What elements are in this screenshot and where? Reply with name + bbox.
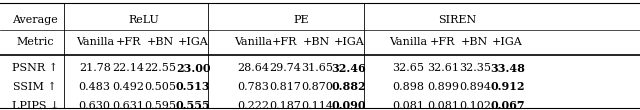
- Text: +IGA: +IGA: [333, 37, 364, 47]
- Text: +BN: +BN: [461, 37, 488, 47]
- Text: 0.882: 0.882: [332, 81, 366, 92]
- Text: 0.870: 0.870: [301, 82, 333, 92]
- Text: SSIM ↑: SSIM ↑: [13, 82, 57, 92]
- Text: 32.65: 32.65: [392, 63, 424, 73]
- Text: +FR: +FR: [115, 37, 141, 47]
- Text: PSNR ↑: PSNR ↑: [12, 63, 58, 73]
- Text: 22.55: 22.55: [144, 63, 176, 73]
- Text: 21.78: 21.78: [79, 63, 111, 73]
- Text: +BN: +BN: [303, 37, 330, 47]
- Text: 0.595: 0.595: [144, 101, 176, 110]
- Text: LPIPS ↓: LPIPS ↓: [12, 101, 59, 110]
- Text: 0.081: 0.081: [427, 101, 459, 110]
- Text: 0.483: 0.483: [79, 82, 111, 92]
- Text: 0.817: 0.817: [269, 82, 301, 92]
- Text: Vanilla: Vanilla: [76, 37, 114, 47]
- Text: +IGA: +IGA: [178, 37, 209, 47]
- Text: SIREN: SIREN: [438, 15, 477, 25]
- Text: 0.090: 0.090: [332, 100, 366, 110]
- Text: PE: PE: [293, 15, 308, 25]
- Text: +FR: +FR: [430, 37, 456, 47]
- Text: ReLU: ReLU: [129, 15, 159, 25]
- Text: 0.631: 0.631: [112, 101, 144, 110]
- Text: 0.505: 0.505: [144, 82, 176, 92]
- Text: 32.61: 32.61: [427, 63, 459, 73]
- Text: 0.555: 0.555: [176, 100, 211, 110]
- Text: 0.783: 0.783: [237, 82, 269, 92]
- Text: 32.35: 32.35: [459, 63, 491, 73]
- Text: 0.630: 0.630: [79, 101, 111, 110]
- Text: 22.14: 22.14: [112, 63, 144, 73]
- Text: Vanilla: Vanilla: [389, 37, 428, 47]
- Text: 0.899: 0.899: [427, 82, 459, 92]
- Text: 0.081: 0.081: [392, 101, 424, 110]
- Text: 0.898: 0.898: [392, 82, 424, 92]
- Text: +FR: +FR: [272, 37, 298, 47]
- Text: 29.74: 29.74: [269, 63, 301, 73]
- Text: 0.067: 0.067: [490, 100, 525, 110]
- Text: +IGA: +IGA: [492, 37, 523, 47]
- Text: 0.492: 0.492: [112, 82, 144, 92]
- Text: 33.48: 33.48: [490, 63, 525, 74]
- Text: 28.64: 28.64: [237, 63, 269, 73]
- Text: 32.46: 32.46: [332, 63, 366, 74]
- Text: 0.894: 0.894: [459, 82, 491, 92]
- Text: 0.222: 0.222: [237, 101, 269, 110]
- Text: 0.102: 0.102: [459, 101, 491, 110]
- Text: 23.00: 23.00: [176, 63, 211, 74]
- Text: 0.187: 0.187: [269, 101, 301, 110]
- Text: +BN: +BN: [147, 37, 173, 47]
- Text: Vanilla: Vanilla: [234, 37, 272, 47]
- Text: 31.65: 31.65: [301, 63, 333, 73]
- Text: Metric: Metric: [17, 37, 54, 47]
- Text: Average: Average: [12, 15, 58, 25]
- Text: 0.912: 0.912: [490, 81, 525, 92]
- Text: 0.513: 0.513: [176, 81, 211, 92]
- Text: 0.114: 0.114: [301, 101, 333, 110]
